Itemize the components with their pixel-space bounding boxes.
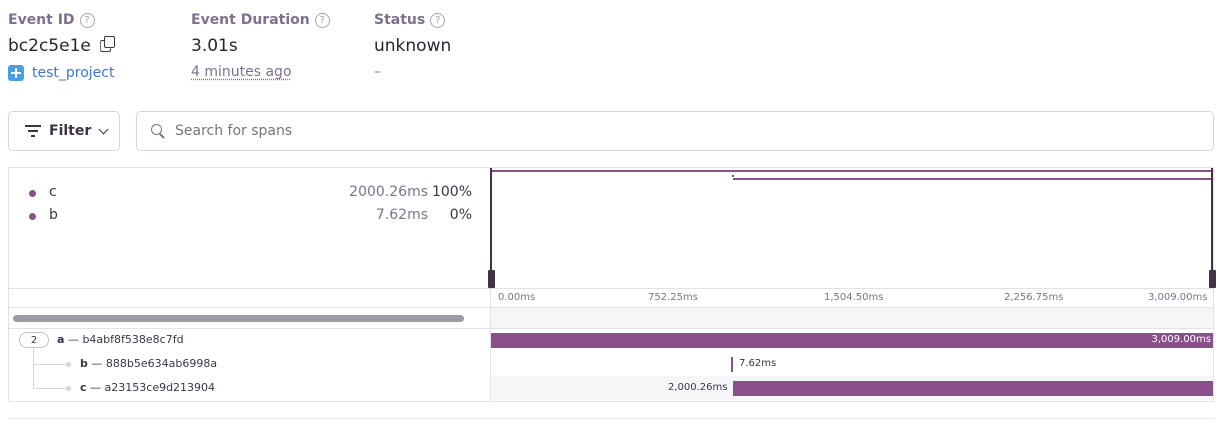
- span-row-label[interactable]: c — a23153ce9d213904: [80, 381, 216, 394]
- status-label: Status?: [374, 12, 446, 28]
- filter-button[interactable]: Filter: [8, 111, 120, 151]
- scroll-top-border: [8, 307, 1214, 308]
- op-name: c: [49, 184, 57, 200]
- status-value: unknown: [374, 36, 452, 56]
- tree-node-dot: [66, 362, 71, 367]
- span-bar-a[interactable]: [491, 333, 1213, 348]
- help-icon[interactable]: ?: [314, 12, 330, 28]
- ops-row: b 7.62ms 0%: [28, 207, 472, 225]
- horizontal-scrollbar[interactable]: [13, 315, 464, 322]
- span-bar-duration: 7.62ms: [739, 358, 777, 369]
- minimap-span-a: [491, 170, 1213, 172]
- minimap-span-b: [732, 175, 734, 177]
- search-icon: [150, 123, 166, 139]
- spans-top-border: [8, 328, 1214, 329]
- op-duration: 2000.26ms: [349, 184, 428, 200]
- span-bar-b[interactable]: [731, 357, 733, 372]
- scroll-gutter: [491, 308, 1213, 328]
- span-bar-c[interactable]: [733, 381, 1213, 396]
- event-id-value: bc2c5e1e: [8, 36, 116, 56]
- help-icon[interactable]: ?: [430, 12, 446, 28]
- trace-bottom-border: [8, 401, 1214, 402]
- chevron-down-icon: [98, 124, 109, 134]
- tree-connector: [33, 388, 67, 389]
- op-name: b: [49, 207, 58, 223]
- minimap-span-c: [733, 178, 1213, 180]
- time-ago: 4 minutes ago: [191, 64, 292, 80]
- span-bar-duration: 2,000.26ms: [668, 382, 728, 393]
- span-row-label[interactable]: a — b4abf8f538e8c7fd: [57, 333, 184, 346]
- section-divider: [8, 418, 1214, 419]
- axis-tick-label: 1,504.50ms: [824, 292, 884, 303]
- minimap-right-handle[interactable]: [1209, 270, 1216, 288]
- tree-connector: [33, 364, 67, 365]
- minimap-left-handle[interactable]: [488, 270, 495, 288]
- axis-tick-label: 752.25ms: [648, 292, 698, 303]
- event-duration-label: Event Duration?: [191, 12, 330, 28]
- axis-tick-label: 3,009.00ms: [1148, 292, 1208, 303]
- op-percent: 100%: [431, 184, 472, 200]
- axis-tick-label: 2,256.75ms: [1004, 292, 1064, 303]
- op-duration: 7.62ms: [375, 207, 428, 223]
- axis-tick-label: 0.00ms: [498, 292, 536, 303]
- span-search[interactable]: [136, 111, 1214, 151]
- span-bar-duration: 3,009.00ms: [1151, 334, 1211, 345]
- minimap-left-edge: [490, 168, 492, 288]
- axis-top-border: [8, 288, 1214, 289]
- filter-icon: [25, 125, 41, 137]
- help-icon[interactable]: ?: [79, 12, 95, 28]
- event-duration-value: 3.01s: [191, 36, 238, 56]
- minimap-right-edge: [1211, 168, 1213, 288]
- trace-view: [8, 167, 1214, 402]
- tree-node-dot: [66, 386, 71, 391]
- project-platform-icon: [8, 65, 24, 81]
- event-id-label: Event ID?: [8, 12, 95, 28]
- op-color-dot: [29, 213, 36, 220]
- span-row-label[interactable]: b — 888b5e634ab6998a: [80, 357, 218, 370]
- project-link[interactable]: test_project: [8, 65, 114, 81]
- copy-icon[interactable]: [100, 36, 116, 52]
- tree-connector: [33, 348, 34, 388]
- status-sub: –: [374, 64, 381, 80]
- search-input[interactable]: [175, 123, 1175, 139]
- minimap[interactable]: [491, 168, 1213, 288]
- children-count-toggle[interactable]: 2: [19, 332, 49, 348]
- ops-row: c 2000.26ms 100%: [28, 184, 472, 202]
- op-color-dot: [29, 190, 36, 197]
- op-percent: 0%: [449, 207, 472, 223]
